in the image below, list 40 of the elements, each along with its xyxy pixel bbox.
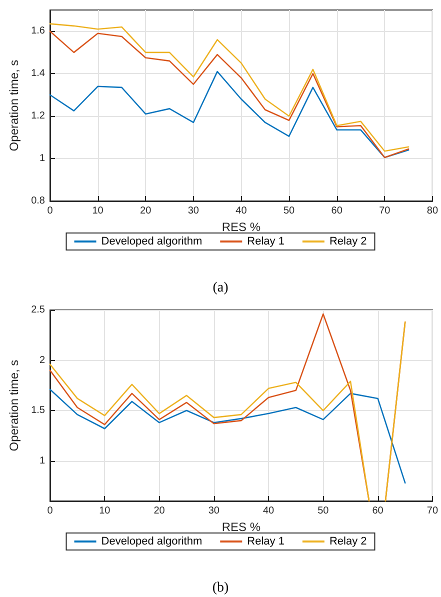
x-tick-label: 20 bbox=[140, 206, 152, 216]
y-tick-label: 0.8 bbox=[31, 196, 46, 206]
x-tick-label: 30 bbox=[208, 506, 220, 516]
y-axis-title: Operation time, s bbox=[7, 60, 21, 152]
legend-label: Relay 2 bbox=[329, 236, 367, 248]
y-tick-label: 1.2 bbox=[31, 110, 46, 122]
x-tick-label: 20 bbox=[154, 506, 166, 516]
line-series bbox=[49, 70, 410, 158]
y-tick-label: 2 bbox=[39, 354, 46, 366]
x-tick-label: 30 bbox=[188, 206, 200, 216]
text: (b) bbox=[212, 580, 229, 596]
y-tick-label: 1.4 bbox=[31, 68, 46, 80]
x-axis-title: RES % bbox=[222, 520, 261, 534]
y-tick-label: 1 bbox=[39, 153, 46, 164]
y-tick-label: 2.5 bbox=[31, 304, 46, 316]
x-tick-label: 40 bbox=[236, 206, 248, 216]
text: (a) bbox=[212, 280, 229, 296]
x-tick-label: 80 bbox=[426, 206, 438, 216]
legend-label: Relay 1 bbox=[247, 236, 284, 248]
x-tick-label: 0 bbox=[47, 506, 54, 516]
line-series bbox=[49, 388, 406, 484]
x-tick-label: 50 bbox=[318, 506, 330, 516]
y-axis-title: Operation time, s bbox=[7, 360, 21, 452]
x-tick-label: 70 bbox=[426, 506, 438, 516]
y-tick-label: 1.6 bbox=[31, 26, 46, 37]
x-tick-label: 40 bbox=[262, 506, 275, 516]
x-tick-label: 10 bbox=[92, 206, 104, 216]
x-axis-title: RES % bbox=[222, 220, 261, 234]
x-tick-label: 50 bbox=[283, 206, 296, 216]
x-tick-label: 60 bbox=[372, 506, 384, 516]
legend-label: Developed algorithm bbox=[101, 236, 202, 248]
legend-label: Relay 2 bbox=[329, 536, 367, 548]
x-tick-label: 10 bbox=[99, 506, 111, 516]
x-tick-label: 0 bbox=[47, 206, 54, 216]
x-tick-label: 60 bbox=[331, 206, 343, 216]
y-tick-label: 1.5 bbox=[31, 405, 46, 416]
x-tick-label: 70 bbox=[379, 206, 391, 216]
y-tick-label: 1 bbox=[39, 455, 46, 466]
legend-label: Relay 1 bbox=[247, 536, 284, 548]
legend-label: Developed algorithm bbox=[101, 536, 202, 548]
